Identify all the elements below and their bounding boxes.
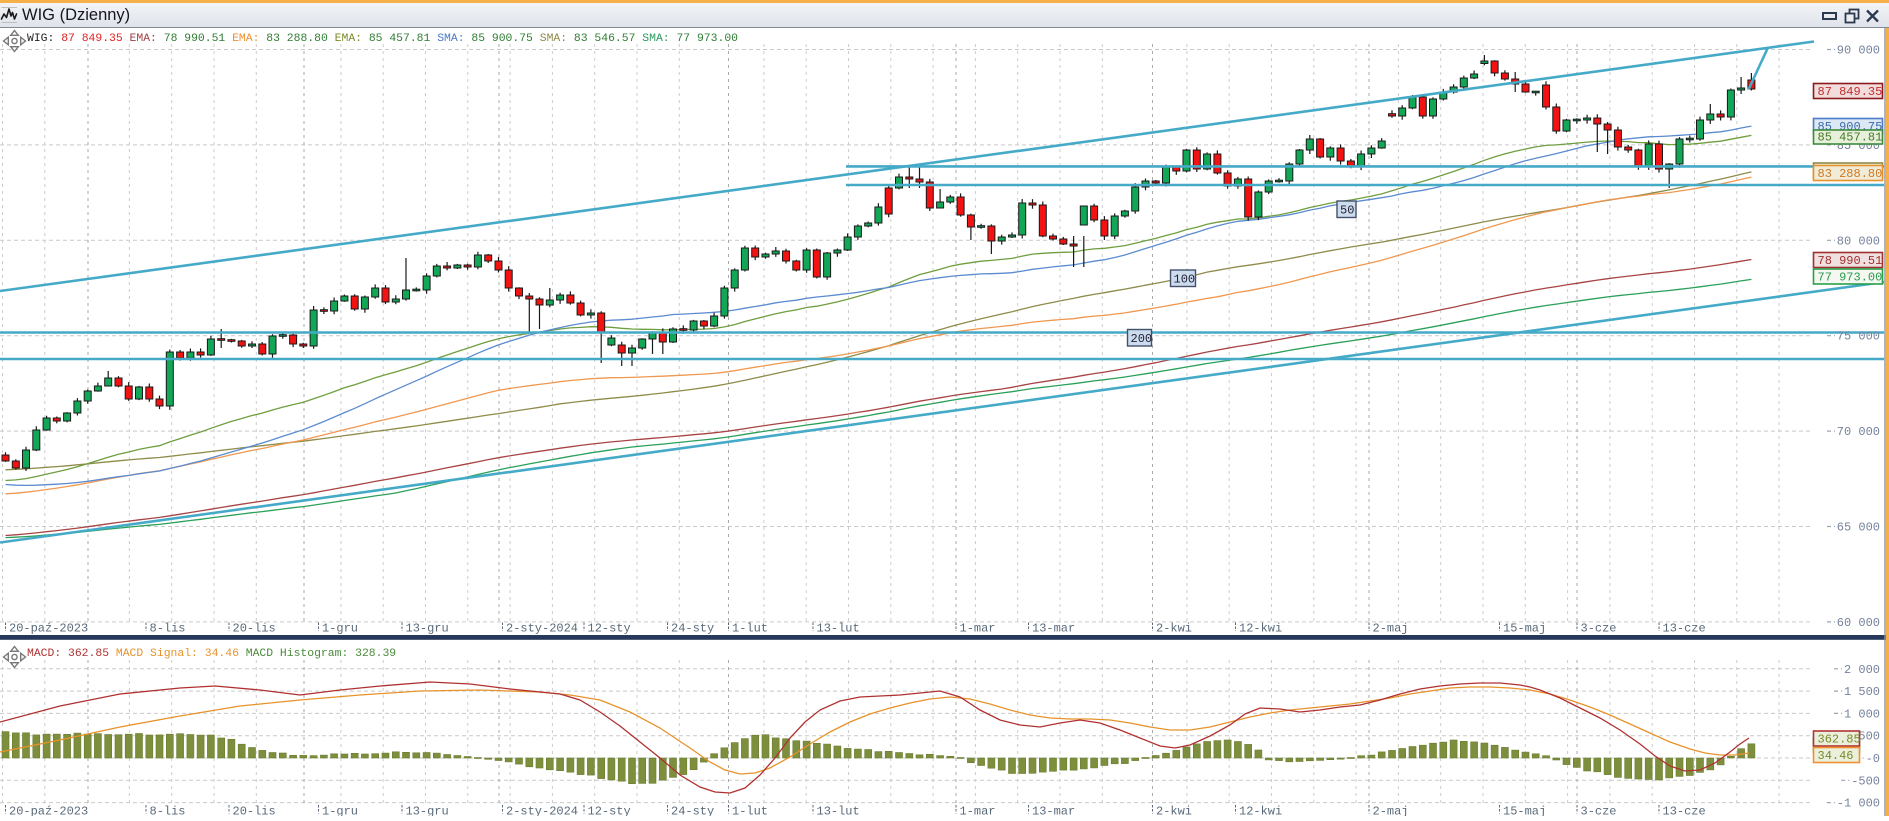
svg-text:3-cze: 3-cze [1581, 805, 1617, 817]
svg-text:50: 50 [1340, 204, 1354, 218]
svg-text:MACD: 362.85 MACD Signal: 34.4: MACD: 362.85 MACD Signal: 34.46 MACD His… [27, 648, 396, 660]
svg-text:8-lis: 8-lis [150, 622, 186, 636]
svg-text:70 000: 70 000 [1837, 425, 1880, 439]
svg-text:20-paź-2023: 20-paź-2023 [9, 622, 88, 636]
svg-text:12-kwi: 12-kwi [1239, 805, 1282, 817]
svg-text:34.46: 34.46 [1818, 749, 1854, 763]
svg-text:500: 500 [1858, 730, 1880, 744]
svg-text:1-gru: 1-gru [322, 805, 358, 817]
svg-text:20-lis: 20-lis [233, 622, 276, 636]
svg-text:1-lut: 1-lut [732, 805, 768, 817]
svg-text:2-kwi: 2-kwi [1156, 622, 1192, 636]
svg-text:3-cze: 3-cze [1581, 622, 1617, 636]
svg-text:12-kwi: 12-kwi [1239, 622, 1282, 636]
svg-text:2-maj: 2-maj [1373, 622, 1409, 636]
svg-text:13-cze: 13-cze [1663, 805, 1706, 817]
svg-text:2-kwi: 2-kwi [1156, 805, 1192, 817]
svg-text:87 849.35: 87 849.35 [1818, 85, 1883, 99]
svg-text:-0: -0 [1866, 752, 1880, 766]
svg-text:20-lis: 20-lis [233, 805, 276, 817]
svg-text:13-lut: 13-lut [817, 805, 860, 817]
svg-text:1-mar: 1-mar [960, 622, 996, 636]
svg-text:2-maj: 2-maj [1373, 805, 1409, 817]
svg-text:-500: -500 [1851, 774, 1880, 788]
svg-text:13-gru: 13-gru [406, 805, 449, 817]
svg-text:13-cze: 13-cze [1663, 622, 1706, 636]
svg-text:1-lut: 1-lut [732, 622, 768, 636]
svg-text:65 000: 65 000 [1837, 521, 1880, 535]
svg-text:2-sty-2024: 2-sty-2024 [506, 622, 578, 636]
svg-text:-1 000: -1 000 [1837, 797, 1880, 811]
svg-text:24-sty: 24-sty [671, 805, 714, 817]
svg-text:85 457.81: 85 457.81 [1818, 131, 1883, 145]
svg-text:200: 200 [1131, 332, 1153, 346]
svg-text:13-mar: 13-mar [1032, 622, 1075, 636]
svg-text:WIG: 87 849.35 EMA: 78 990.51: WIG: 87 849.35 EMA: 78 990.51 EMA: 83 28… [27, 33, 738, 45]
svg-text:2 000: 2 000 [1844, 663, 1880, 677]
svg-text:1 500: 1 500 [1844, 685, 1880, 699]
svg-text:2-sty-2024: 2-sty-2024 [506, 805, 578, 817]
svg-text:362.85: 362.85 [1818, 733, 1861, 747]
svg-text:12-sty: 12-sty [588, 805, 631, 817]
svg-text:15-maj: 15-maj [1503, 622, 1546, 636]
svg-text:77 973.00: 77 973.00 [1818, 271, 1883, 285]
svg-text:1 000: 1 000 [1844, 707, 1880, 721]
svg-text:60 000: 60 000 [1837, 616, 1880, 630]
svg-text:75 000: 75 000 [1837, 330, 1880, 344]
svg-text:13-mar: 13-mar [1032, 805, 1075, 817]
svg-text:1-mar: 1-mar [960, 805, 996, 817]
svg-text:15-maj: 15-maj [1503, 805, 1546, 817]
svg-text:20-paź-2023: 20-paź-2023 [9, 805, 88, 817]
svg-text:83 288.80: 83 288.80 [1818, 167, 1883, 181]
svg-text:80 000: 80 000 [1837, 234, 1880, 248]
svg-text:8-lis: 8-lis [150, 805, 186, 817]
svg-text:13-gru: 13-gru [406, 622, 449, 636]
svg-text:90 000: 90 000 [1837, 44, 1880, 58]
svg-text:1-gru: 1-gru [322, 622, 358, 636]
svg-text:78 990.51: 78 990.51 [1818, 254, 1883, 268]
svg-text:13-lut: 13-lut [817, 622, 860, 636]
svg-text:100: 100 [1174, 273, 1196, 287]
svg-text:24-sty: 24-sty [671, 622, 714, 636]
svg-text:12-sty: 12-sty [588, 622, 631, 636]
